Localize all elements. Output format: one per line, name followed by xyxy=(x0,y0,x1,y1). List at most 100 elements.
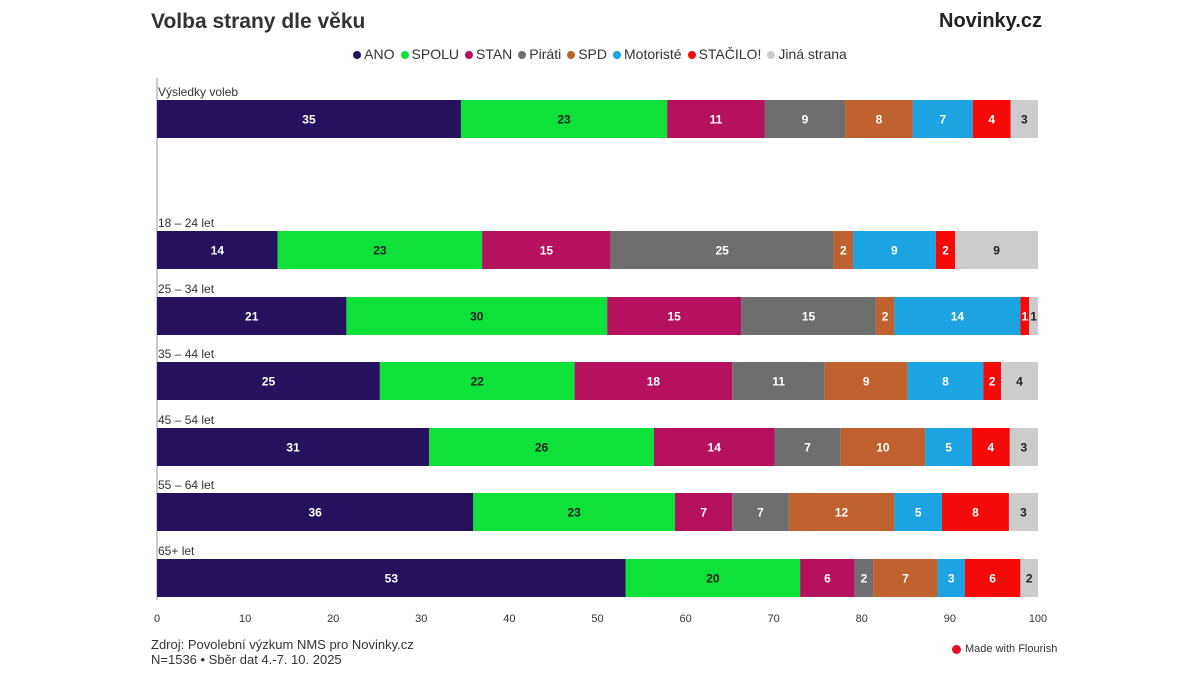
legend-item[interactable]: STAČILO! xyxy=(687,46,761,62)
bar-segment[interactable] xyxy=(610,231,834,269)
bar-segment[interactable] xyxy=(873,559,938,597)
bar-segment[interactable] xyxy=(935,231,956,269)
data-label: 15 xyxy=(540,244,554,258)
bar-segment[interactable] xyxy=(157,231,278,269)
data-label: 4 xyxy=(1016,375,1023,389)
bar-segment[interactable] xyxy=(845,100,913,138)
bar-segment[interactable] xyxy=(764,100,846,138)
category-label: 45 – 54 let xyxy=(158,413,215,427)
bar-segment[interactable] xyxy=(429,428,654,466)
legend-dot-icon xyxy=(687,51,696,60)
bar-segment[interactable] xyxy=(607,297,742,335)
bar-segment[interactable] xyxy=(675,493,733,531)
legend-dot-icon xyxy=(400,51,409,60)
bar-segment[interactable] xyxy=(1020,297,1030,335)
bar-segment[interactable] xyxy=(277,231,483,269)
bar-segment[interactable] xyxy=(732,362,825,400)
bar-segment[interactable] xyxy=(774,428,841,466)
bar-segment[interactable] xyxy=(157,428,430,466)
bar-segment[interactable] xyxy=(157,100,461,138)
legend-item[interactable]: Motoristé xyxy=(613,46,682,62)
data-label: 26 xyxy=(535,441,549,455)
legend-item[interactable]: SPD xyxy=(567,46,607,62)
bar-segment[interactable] xyxy=(157,559,626,597)
data-label: 5 xyxy=(945,441,952,455)
data-label: 7 xyxy=(700,506,707,520)
data-label: 20 xyxy=(706,572,720,586)
legend-item[interactable]: SPOLU xyxy=(400,46,459,62)
bar-segment[interactable] xyxy=(379,362,575,400)
data-label: 53 xyxy=(385,572,399,586)
bar-segment[interactable] xyxy=(1029,297,1038,335)
data-label: 15 xyxy=(802,310,816,324)
bar-segment[interactable] xyxy=(1010,100,1038,138)
bar-segment[interactable] xyxy=(824,362,908,400)
bar-segment[interactable] xyxy=(157,297,347,335)
source-text: Zdroj: Povolební výzkum NMS pro Novinky.… xyxy=(151,637,414,652)
data-label: 23 xyxy=(567,506,581,520)
data-label: 2 xyxy=(840,244,847,258)
x-tick-label: 70 xyxy=(768,613,780,625)
bar-segment[interactable] xyxy=(852,231,936,269)
data-label: 2 xyxy=(882,310,889,324)
bar-segment[interactable] xyxy=(983,362,1001,400)
chart-title: Volba strany dle věku xyxy=(151,10,366,33)
data-label: 30 xyxy=(470,310,484,324)
bar-segment[interactable] xyxy=(875,297,895,335)
bar-segment[interactable] xyxy=(1000,362,1038,400)
bar-segment[interactable] xyxy=(833,231,853,269)
bar-segment[interactable] xyxy=(925,428,972,466)
bar-segment[interactable] xyxy=(788,493,895,531)
bar-segment[interactable] xyxy=(574,362,733,400)
bar-segment[interactable] xyxy=(346,297,608,335)
x-tick-label: 20 xyxy=(327,613,339,625)
bar-segment[interactable] xyxy=(1008,493,1038,531)
data-label: 1 xyxy=(1021,310,1028,324)
bar-segment[interactable] xyxy=(941,493,1009,531)
bar-segment[interactable] xyxy=(854,559,874,597)
bar-segment[interactable] xyxy=(473,493,676,531)
x-tick-label: 40 xyxy=(503,613,515,625)
bar-segment[interactable] xyxy=(667,100,765,138)
category-label: 25 – 34 let xyxy=(158,282,215,296)
data-label: 7 xyxy=(757,506,764,520)
category-label: Výsledky voleb xyxy=(158,85,238,99)
legend-item[interactable]: Piráti xyxy=(518,46,561,62)
bar-segment[interactable] xyxy=(741,297,876,335)
x-tick-label: 10 xyxy=(239,613,251,625)
bar-segment[interactable] xyxy=(912,100,973,138)
category-label: 18 – 24 let xyxy=(158,216,215,230)
flourish-label: Made with Flourish xyxy=(965,643,1058,655)
bar-segment[interactable] xyxy=(972,100,1011,138)
data-label: 36 xyxy=(308,506,322,520)
legend-dot-icon xyxy=(767,51,776,60)
data-label: 4 xyxy=(988,113,995,127)
bar-segment[interactable] xyxy=(732,493,789,531)
bar-segment[interactable] xyxy=(460,100,668,138)
bar-segment[interactable] xyxy=(157,362,380,400)
bar-segment[interactable] xyxy=(157,493,474,531)
bar-segment[interactable] xyxy=(937,559,965,597)
bar-segment[interactable] xyxy=(840,428,926,466)
legend-item[interactable]: STAN xyxy=(464,46,512,62)
bar-segment[interactable] xyxy=(1009,428,1038,466)
data-label: 7 xyxy=(940,113,947,127)
bar-segment[interactable] xyxy=(1020,559,1038,597)
legend-item[interactable]: ANO xyxy=(353,46,395,62)
bar-segment[interactable] xyxy=(894,297,1021,335)
bar-segment[interactable] xyxy=(625,559,801,597)
bar-segment[interactable] xyxy=(971,428,1010,466)
data-label: 11 xyxy=(710,113,723,127)
novinky-logo: Novinky.cz xyxy=(939,10,1042,32)
legend-item[interactable]: Jiná strana xyxy=(767,46,847,62)
bar-segment[interactable] xyxy=(482,231,611,269)
bar-segment[interactable] xyxy=(964,559,1021,597)
bar-segment[interactable] xyxy=(907,362,984,400)
bar-segment[interactable] xyxy=(800,559,855,597)
data-label: 25 xyxy=(715,244,729,258)
made-with-flourish-link[interactable]: Made with Flourish xyxy=(952,643,1057,655)
bar-segment[interactable] xyxy=(894,493,942,531)
bar-segment[interactable] xyxy=(955,231,1038,269)
bar-segment[interactable] xyxy=(653,428,775,466)
data-label: 14 xyxy=(951,310,965,324)
